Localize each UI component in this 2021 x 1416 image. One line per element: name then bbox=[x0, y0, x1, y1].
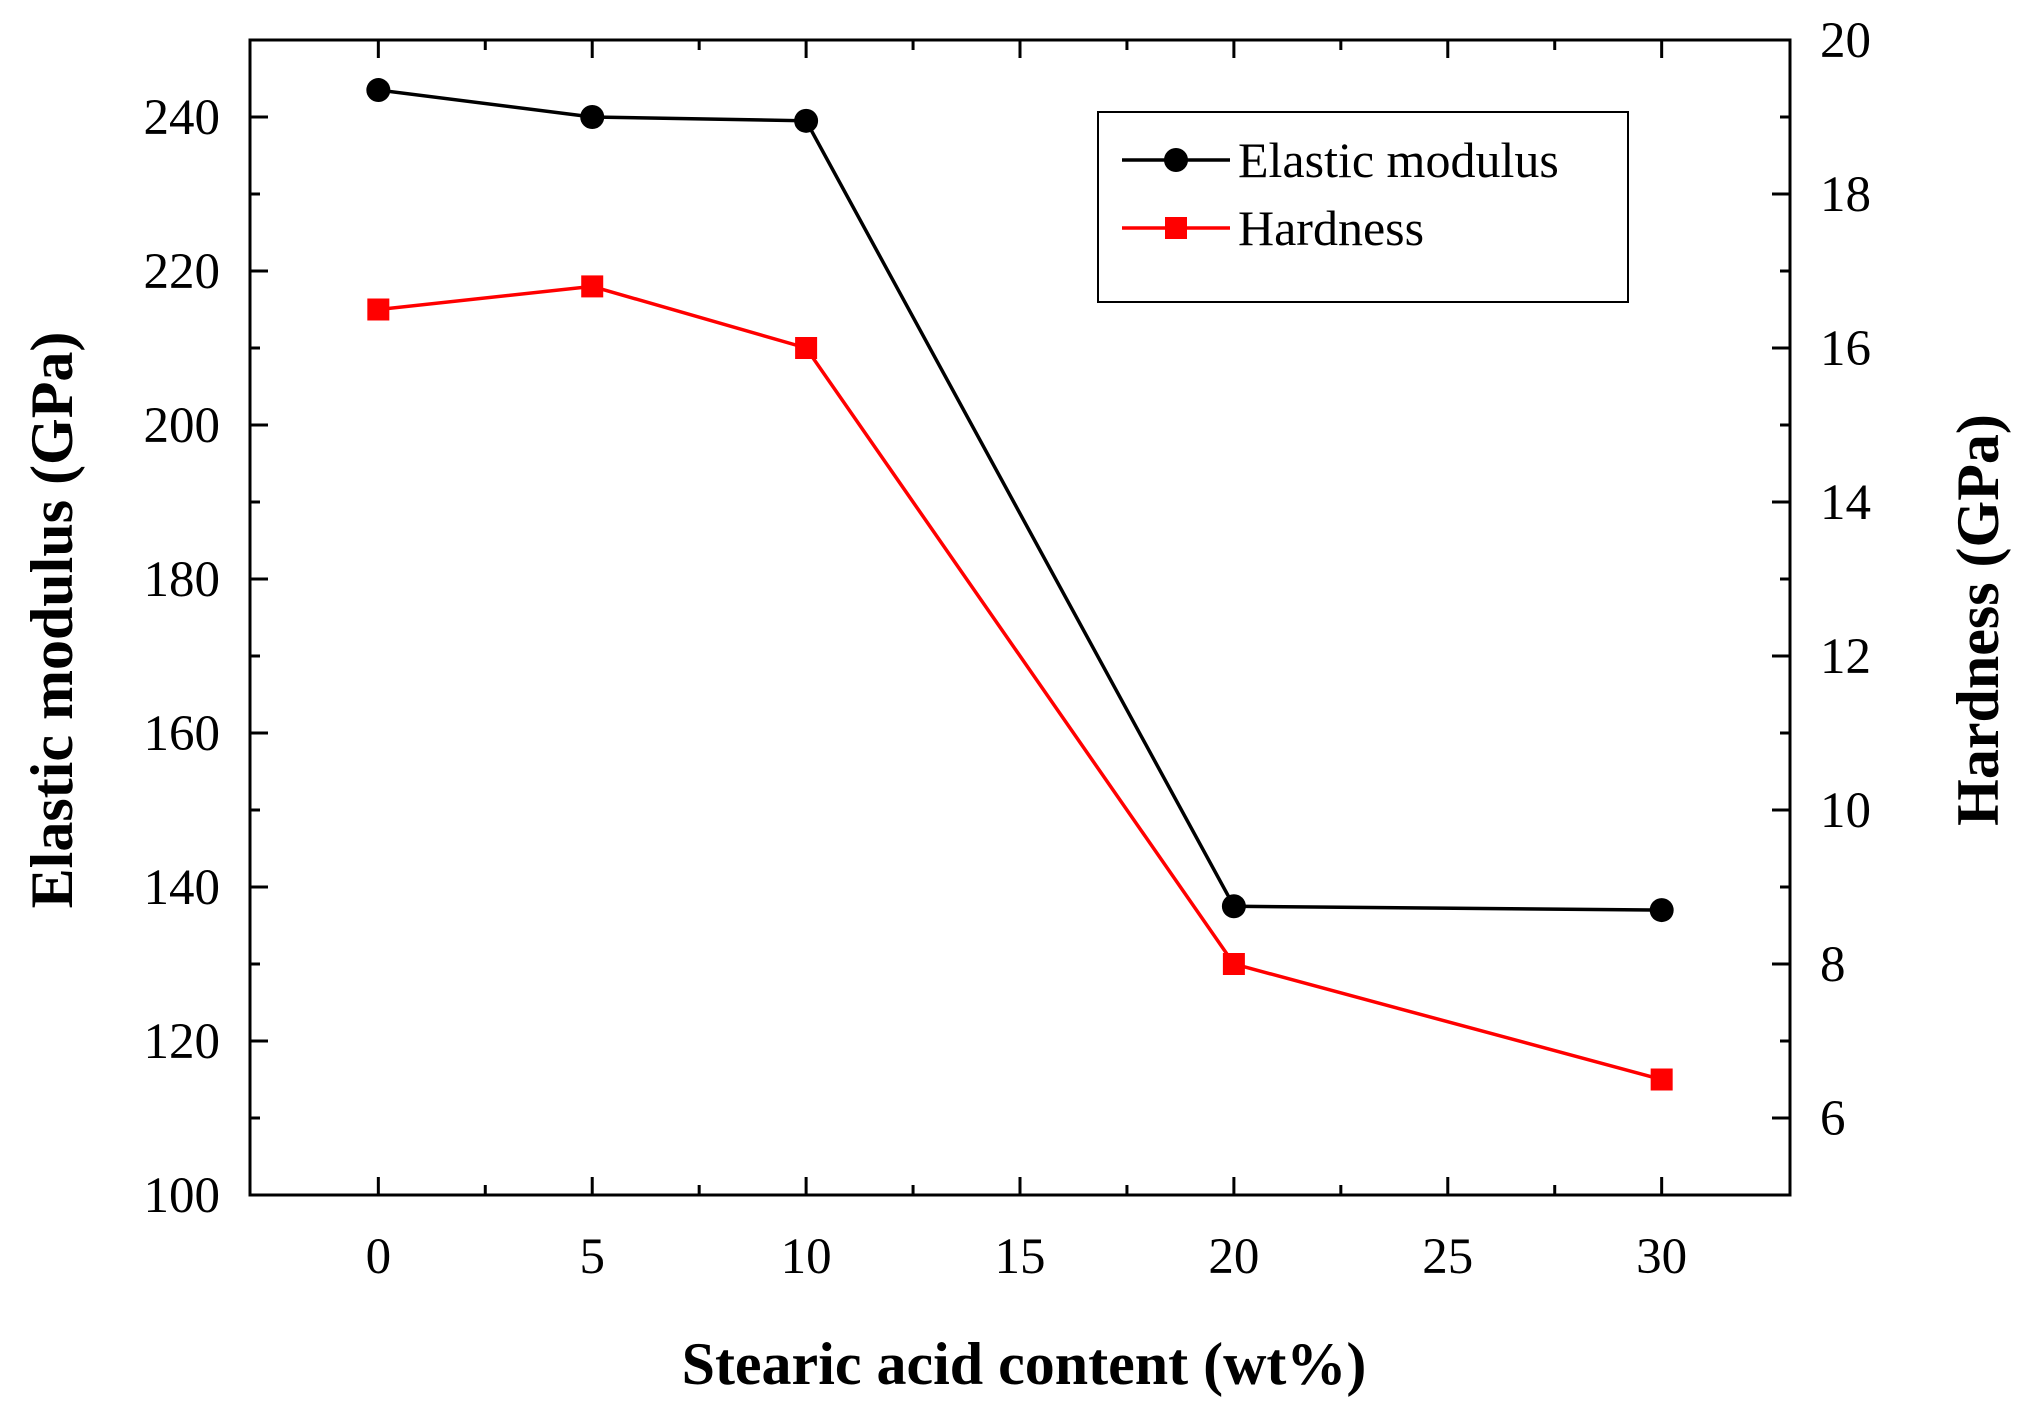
x-tick-label: 25 bbox=[1422, 1229, 1473, 1285]
x-tick-label: 10 bbox=[781, 1229, 832, 1285]
y-left-tick-label: 140 bbox=[144, 860, 221, 916]
legend-hardness-label: Hardness bbox=[1238, 200, 1424, 256]
legend: Elastic modulus Hardness bbox=[1097, 111, 1629, 303]
hardness-point bbox=[581, 275, 604, 298]
y-right-tick-label: 8 bbox=[1820, 937, 1846, 993]
series-layer bbox=[366, 78, 1674, 1091]
x-tick-label: 5 bbox=[579, 1229, 605, 1285]
hardness-point bbox=[1222, 953, 1245, 975]
axis-ticks bbox=[250, 38, 1790, 1197]
y-left-tick-label: 120 bbox=[144, 1014, 221, 1070]
y-right-tick-label: 14 bbox=[1820, 475, 1871, 531]
y-left-tick-label: 180 bbox=[144, 552, 221, 608]
y-left-tick-label: 100 bbox=[144, 1168, 221, 1224]
hardness-point bbox=[1650, 1068, 1673, 1091]
x-tick-label: 0 bbox=[366, 1229, 392, 1285]
y-right-tick-label: 20 bbox=[1820, 13, 1871, 69]
y-right-tick-label: 16 bbox=[1820, 321, 1871, 377]
x-tick-label: 30 bbox=[1636, 1229, 1687, 1285]
y-left-tick-label: 200 bbox=[144, 398, 221, 454]
y-right-tick-label: 6 bbox=[1820, 1091, 1846, 1147]
legend-box bbox=[1097, 111, 1629, 303]
elastic-modulus-point bbox=[1221, 894, 1246, 919]
tick-labels: 0 5 10 15 20 25 30 100 120 140 160 180 200 220 240 6 8 10… bbox=[144, 13, 1872, 1285]
elastic-modulus-point bbox=[366, 78, 391, 103]
x-axis-title: Stearic acid content (wt%) bbox=[682, 1331, 1367, 1397]
x-tick-label: 20 bbox=[1208, 1229, 1259, 1285]
y-left-tick-label: 220 bbox=[144, 244, 221, 300]
hardness-point bbox=[795, 337, 818, 359]
y-right-tick-label: 18 bbox=[1820, 167, 1871, 223]
elastic-modulus-point bbox=[580, 105, 605, 129]
hardness-point bbox=[367, 298, 390, 321]
x-tick-label: 15 bbox=[995, 1229, 1046, 1285]
y-axis-right-title: Hardness (GPa) bbox=[1945, 414, 2011, 826]
legend-hardness-marker bbox=[1165, 217, 1187, 239]
y-left-tick-label: 160 bbox=[144, 706, 221, 762]
legend-elastic-modulus-label: Elastic modulus bbox=[1238, 132, 1559, 188]
legend-elastic-modulus-marker bbox=[1164, 148, 1188, 172]
hardness-line bbox=[378, 284, 1663, 1082]
elastic-modulus-point bbox=[1649, 898, 1674, 923]
y-right-tick-label: 10 bbox=[1820, 783, 1871, 839]
y-right-tick-label: 12 bbox=[1820, 629, 1871, 685]
elastic-modulus-point bbox=[794, 108, 819, 133]
y-axis-left-title: Elastic modulus (GPa) bbox=[19, 332, 85, 909]
y-left-tick-label: 240 bbox=[144, 90, 221, 146]
